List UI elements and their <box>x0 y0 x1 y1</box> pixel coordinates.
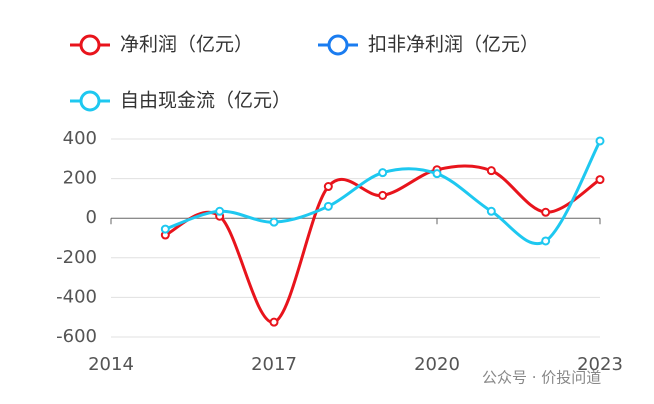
x-tick-label: 2023 <box>577 354 623 375</box>
y-tick-label: 0 <box>86 207 97 228</box>
legend-marker <box>79 90 101 112</box>
legend-label: 净利润（亿元） <box>120 34 253 56</box>
point <box>541 207 551 217</box>
legend-marker <box>79 34 101 56</box>
y-tick-label: 400 <box>63 128 97 149</box>
point <box>215 206 225 216</box>
x-tick-label: 2014 <box>88 354 134 375</box>
y-tick-label: 200 <box>63 168 97 189</box>
point <box>269 217 279 227</box>
point <box>432 169 442 179</box>
legend-marker <box>327 34 349 56</box>
watermark: 公众号 · 价投问道 <box>482 369 601 387</box>
point <box>595 175 605 185</box>
x-tick-label: 2020 <box>414 354 460 375</box>
point <box>541 236 551 246</box>
point <box>595 136 605 146</box>
y-tick-label: -600 <box>56 326 97 347</box>
legend-label: 扣非净利润（亿元） <box>368 34 539 56</box>
point <box>323 182 333 192</box>
x-tick-label: 2017 <box>251 354 297 375</box>
y-tick-label: -400 <box>56 286 97 307</box>
point <box>486 166 496 176</box>
legend-label: 自由现金流（亿元） <box>120 90 291 112</box>
series-line <box>164 164 601 324</box>
y-tick-label: -200 <box>56 247 97 268</box>
point <box>160 224 170 234</box>
point <box>486 206 496 216</box>
point <box>378 190 388 200</box>
point <box>323 201 333 211</box>
point <box>269 317 279 327</box>
point <box>378 168 388 178</box>
